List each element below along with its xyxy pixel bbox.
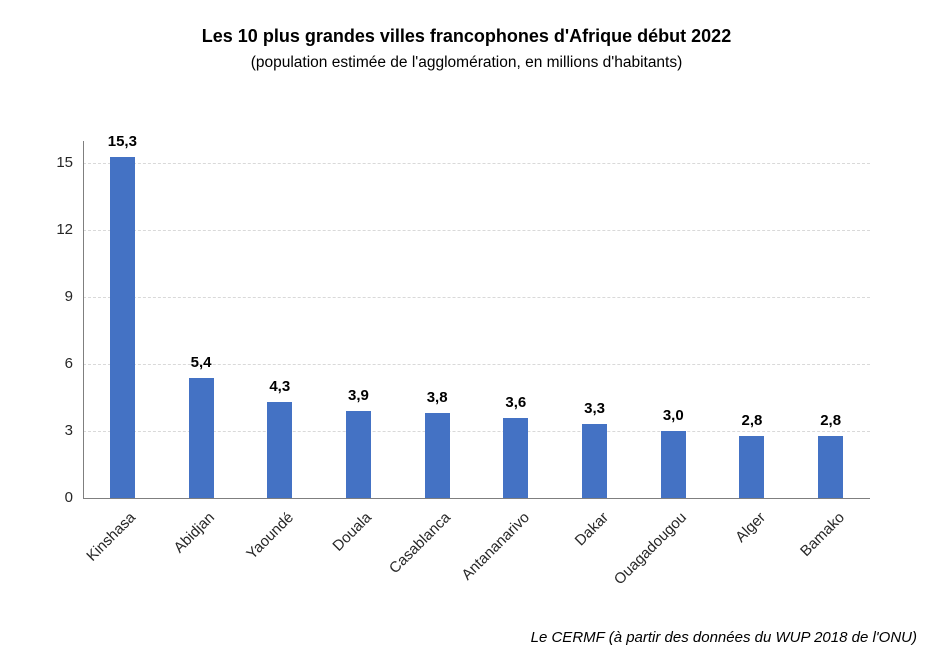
bar bbox=[188, 377, 214, 498]
gridline bbox=[83, 364, 870, 366]
bar bbox=[582, 424, 608, 498]
y-tick-label: 9 bbox=[64, 288, 73, 306]
bar-value-label: 5,4 bbox=[190, 353, 212, 371]
bar-value-label: 2,8 bbox=[741, 411, 763, 429]
y-tick-label: 3 bbox=[64, 422, 73, 440]
bar bbox=[424, 413, 450, 498]
bar-value-label: 3,9 bbox=[348, 386, 369, 404]
chart-title: Les 10 plus grandes villes francophones … bbox=[201, 26, 732, 46]
bar-value-label: 3,8 bbox=[426, 389, 448, 407]
bar bbox=[818, 435, 844, 498]
bar bbox=[109, 156, 135, 498]
bar-value-label: 3,3 bbox=[584, 400, 605, 418]
y-tick-label: 6 bbox=[64, 355, 73, 373]
x-axis-line bbox=[83, 498, 870, 499]
bar-value-label: 3,0 bbox=[662, 407, 684, 425]
bar-value-label: 15,3 bbox=[107, 132, 137, 150]
gridline bbox=[83, 297, 870, 299]
bar bbox=[267, 402, 293, 498]
chart-subtitle: (population estimée de l'agglomération, … bbox=[250, 54, 683, 71]
y-tick-label: 12 bbox=[56, 221, 73, 239]
bar-value-label: 4,3 bbox=[269, 378, 291, 396]
y-axis-line bbox=[83, 141, 84, 498]
bar bbox=[739, 435, 765, 498]
gridline bbox=[83, 230, 870, 232]
bar-value-label: 3,6 bbox=[505, 393, 527, 411]
gridline bbox=[83, 163, 870, 165]
y-tick-label: 15 bbox=[56, 154, 73, 172]
chart-source-note: Le CERMF (à partir des données du WUP 20… bbox=[530, 629, 917, 646]
bar-value-label: 2,8 bbox=[820, 411, 842, 429]
bar bbox=[660, 431, 686, 498]
y-tick-label: 0 bbox=[64, 489, 73, 506]
bar bbox=[503, 417, 529, 498]
gridline bbox=[83, 431, 870, 433]
bar bbox=[345, 410, 371, 498]
